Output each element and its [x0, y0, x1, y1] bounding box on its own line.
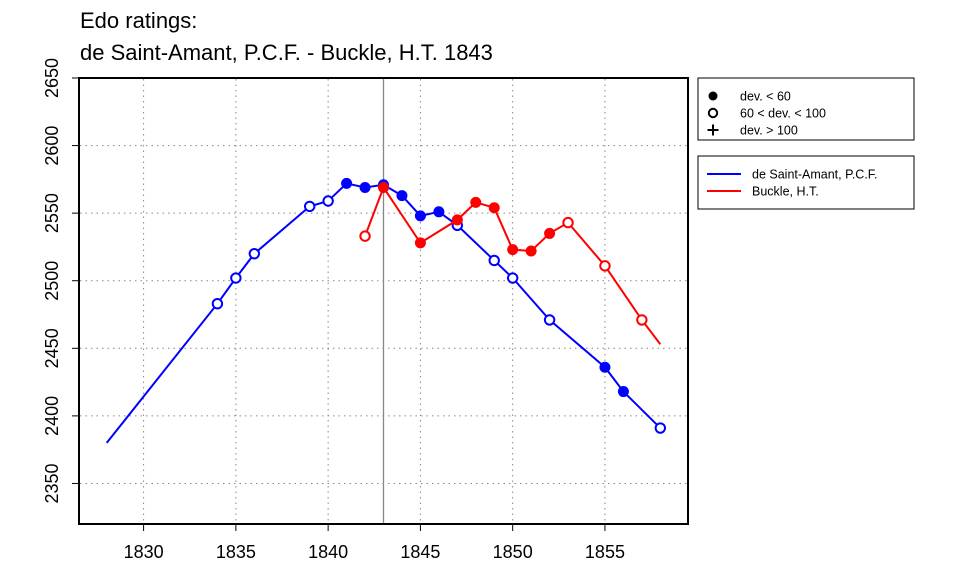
data-point [488, 202, 500, 214]
data-point [488, 254, 500, 267]
data-point [599, 260, 611, 272]
data-point [636, 314, 648, 326]
data-point [414, 210, 426, 222]
x-axis: 1830 1835 1840 1845 1850 1855 [124, 524, 625, 562]
data-point [543, 314, 556, 326]
marker-legend-box [697, 77, 915, 141]
series-legend-label: Buckle, H.T. [752, 185, 819, 199]
x-tick-label: 1840 [308, 542, 348, 562]
x-tick-label: 1835 [216, 542, 256, 562]
x-tick-label: 1850 [493, 542, 533, 562]
data-point [211, 298, 224, 310]
data-point [451, 214, 463, 226]
marker-legend-label: dev. > 100 [740, 124, 798, 138]
data-point [359, 230, 371, 242]
data-point [378, 181, 389, 193]
series-legend-box [697, 155, 915, 210]
series-line-1 [364, 185, 662, 345]
data-point [303, 200, 316, 213]
open-circle-icon [707, 107, 719, 119]
series-legend-label: de Saint-Amant, P.C.F. [752, 168, 878, 182]
y-tick-label: 2500 [42, 261, 62, 301]
plus-icon [707, 124, 719, 136]
marker-legend-label: dev. < 60 [740, 90, 791, 104]
data-point [396, 190, 408, 202]
chart-title: Edo ratings: [80, 8, 198, 33]
y-tick-label: 2350 [42, 463, 62, 503]
data-point [544, 227, 556, 239]
y-tick-label: 2650 [42, 58, 62, 98]
x-tick-label: 1845 [400, 542, 440, 562]
data-point [341, 177, 353, 189]
data-point [507, 244, 519, 256]
y-tick-label: 2600 [42, 126, 62, 166]
y-tick-label: 2550 [42, 193, 62, 233]
data-point [617, 386, 629, 398]
chart-subtitle: de Saint-Amant, P.C.F. - Buckle, H.T. 18… [80, 40, 493, 65]
data-point [654, 422, 667, 434]
plot-frame [78, 77, 689, 525]
data-point [414, 237, 426, 249]
x-tick-label: 1855 [585, 542, 625, 562]
data-point [470, 196, 482, 208]
data-point [433, 206, 445, 218]
series-legend: de Saint-Amant, P.C.F. Buckle, H.T. [697, 155, 915, 210]
data-point [525, 245, 537, 257]
marker-legend: dev. < 60 60 < dev. < 100 dev. > 100 [697, 77, 915, 141]
series-group [105, 177, 667, 444]
filled-circle-icon [708, 91, 718, 101]
data-point [599, 361, 611, 373]
data-point [322, 195, 334, 207]
data-point [230, 272, 242, 284]
y-tick-label: 2450 [42, 328, 62, 368]
data-point [506, 272, 519, 284]
y-axis: 2350 2400 2450 2500 2550 2600 2650 [42, 58, 79, 503]
data-point [359, 181, 371, 193]
data-point [248, 247, 261, 260]
x-tick-label: 1830 [124, 542, 164, 562]
y-tick-label: 2400 [42, 396, 62, 436]
marker-legend-label: 60 < dev. < 100 [740, 107, 826, 121]
data-point [562, 216, 574, 229]
